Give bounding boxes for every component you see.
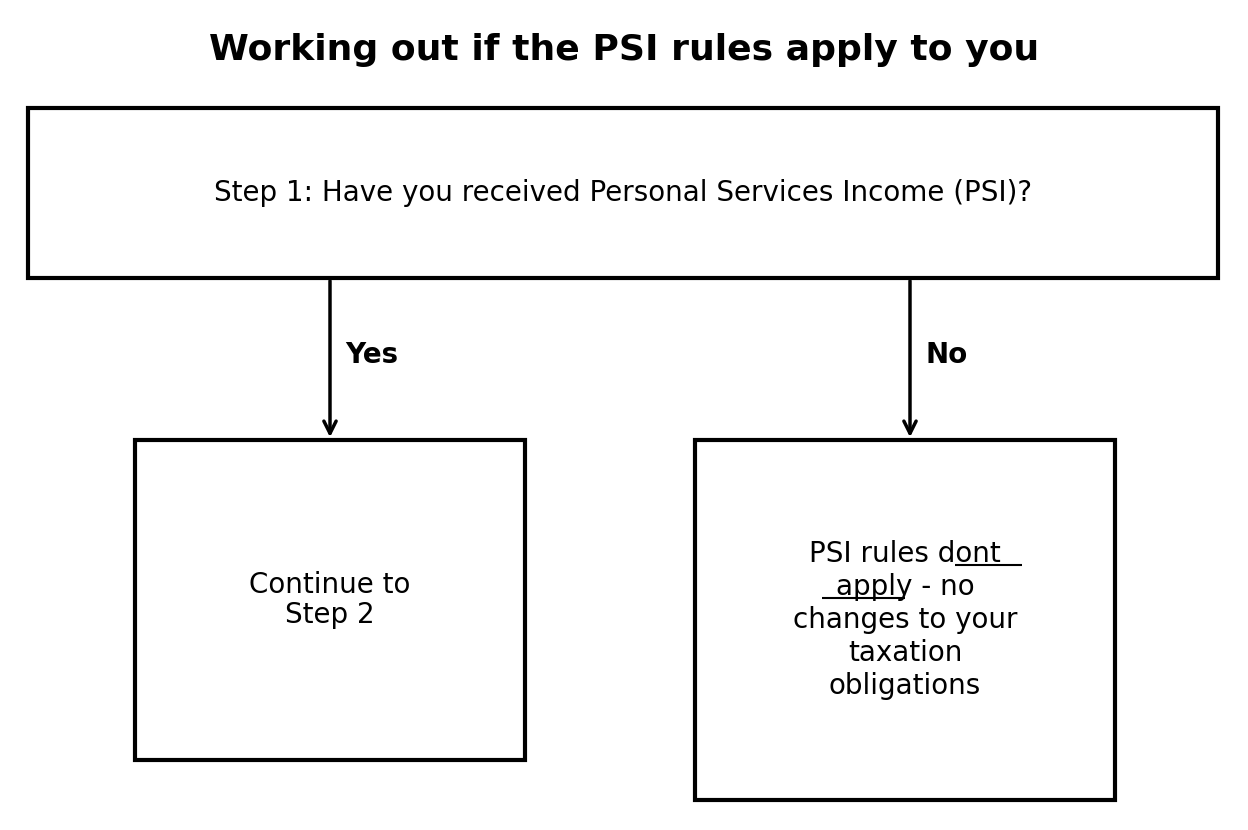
Bar	[135, 440, 525, 760]
Text: taxation: taxation	[847, 639, 962, 667]
Text: Step 1: Have you received Personal Services Income (PSI)?: Step 1: Have you received Personal Servi…	[213, 179, 1032, 207]
Text: Yes: Yes	[344, 341, 398, 369]
Text: apply - no: apply - no	[836, 573, 975, 601]
Bar	[695, 440, 1114, 800]
Text: obligations: obligations	[829, 672, 981, 700]
Text: No: No	[925, 341, 967, 369]
Text: PSI rules dont: PSI rules dont	[809, 540, 1001, 568]
Text: Continue to: Continue to	[250, 571, 411, 599]
Text: Step 2: Step 2	[286, 601, 374, 629]
Text: changes to your: changes to your	[792, 606, 1017, 634]
Text: Working out if the PSI rules apply to you: Working out if the PSI rules apply to yo…	[208, 33, 1040, 67]
Bar	[27, 108, 1218, 278]
